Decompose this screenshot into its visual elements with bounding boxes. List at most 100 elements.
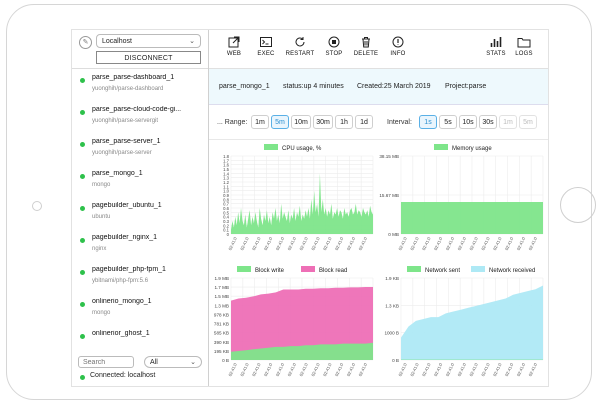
y-tick-label: 1.6 — [223, 163, 229, 168]
range-option-1h[interactable]: 1h — [335, 115, 353, 129]
series-area — [401, 285, 543, 360]
y-tick-label: 1.9 KB — [385, 276, 399, 281]
block-io-chart: Block write Block read 1.9 MB 1.7 MB 1.5 MB 1… — [214, 266, 374, 377]
x-tick-label: 02:41:0 — [251, 236, 262, 251]
legend-label: Block read — [319, 268, 347, 274]
terminal-icon — [260, 37, 272, 47]
range-label: ... Range: — [217, 119, 248, 126]
disconnect-button[interactable]: DISCONNECT — [96, 51, 201, 64]
sidebar-header: ✎ Localhost ⌄ DISCONNECT — [72, 30, 208, 69]
app-window: ✎ Localhost ⌄ DISCONNECT parse_parse-das… — [71, 29, 549, 387]
list-item[interactable]: parse_parse-cloud-code-gi... yuonghih/pa… — [72, 102, 208, 132]
range-option-1d[interactable]: 1d — [355, 115, 373, 129]
exec-label: EXEC — [257, 51, 275, 57]
x-tick-label: 02:41:0 — [504, 236, 515, 251]
interval-option-1m: 1m — [499, 115, 517, 129]
cpu-usage-chart: CPU usage, %1.81.71.61.51.41.31.21.11.00… — [223, 144, 374, 251]
y-tick-label: 1.0 — [223, 189, 229, 194]
list-item[interactable]: pagebuilder_nginx_1 nginx — [72, 230, 208, 260]
container-image: nginx — [92, 246, 107, 252]
range-option-5m[interactable]: 5m — [271, 115, 289, 129]
stats-button[interactable]: STATS — [481, 34, 511, 66]
range-option-30m[interactable]: 30m — [313, 115, 333, 129]
interval-option-1s[interactable]: 1s — [419, 115, 437, 129]
list-item[interactable]: onlinerio_mongo_1 mongo — [72, 294, 208, 324]
container-image: ybitnami/php-fpm:5.6 — [92, 278, 149, 284]
sidebar-footer: All ⌄ Connected: localhost — [72, 354, 208, 386]
info-project: Project:parse — [445, 83, 487, 90]
y-tick-label: 195 KB — [214, 349, 229, 354]
x-tick-label: 02:41:0 — [480, 236, 491, 251]
range-option-10m[interactable]: 10m — [291, 115, 311, 129]
list-item[interactable]: onlinerior_ghost_1 — [72, 326, 208, 354]
x-tick-label: 02:41:0 — [445, 362, 456, 377]
y-tick-label: 0 MB — [388, 232, 399, 237]
restart-button[interactable]: RESTART — [285, 34, 315, 66]
x-tick-label: 02:41:0 — [421, 362, 432, 377]
y-tick-label: 0 — [227, 232, 230, 237]
search-input[interactable] — [78, 356, 134, 368]
y-tick-label: 585 KB — [214, 331, 229, 336]
web-button[interactable]: WEB — [219, 34, 249, 66]
y-tick-label: 0.6 — [223, 206, 229, 211]
x-tick-label: 02:41:0 — [263, 236, 274, 251]
interval-option-5s[interactable]: 5s — [439, 115, 457, 129]
filter-select-value: All — [150, 359, 158, 366]
logs-label: LOGS — [515, 51, 533, 57]
x-tick-label: 02:41:0 — [445, 236, 456, 251]
y-tick-label: 1.9 MB — [214, 276, 229, 281]
legend-swatch — [471, 266, 485, 272]
x-tick-label: 02:41:0 — [433, 236, 444, 251]
y-tick-label: 1.3 — [223, 176, 229, 181]
y-tick-label: 0.1 — [223, 228, 229, 233]
list-item[interactable]: pagebuilder_php-fpm_1 ybitnami/php-fpm:5… — [72, 262, 208, 292]
x-tick-label: 02:41:0 — [528, 236, 539, 251]
container-image: yuonghih/parse-dashboard — [92, 86, 164, 92]
range-option-1m[interactable]: 1m — [251, 115, 269, 129]
status-dot-icon — [80, 238, 85, 243]
y-tick-label: 15.67 MB — [379, 193, 399, 198]
x-tick-label: 02:41:0 — [421, 236, 432, 251]
legend-swatch — [407, 266, 421, 272]
interval-option-10s[interactable]: 10s — [459, 115, 477, 129]
x-tick-label: 02:41:0 — [251, 362, 262, 377]
home-button[interactable] — [560, 187, 596, 223]
container-info-bar: parse_mongo_1 status:up 4 minutes Create… — [209, 69, 548, 105]
list-item[interactable]: parse_parse-server_1 yuonghih/parse-serv… — [72, 134, 208, 164]
x-tick-label: 02:41:0 — [263, 362, 274, 377]
x-tick-label: 02:41:0 — [504, 362, 515, 377]
series-area — [231, 173, 373, 234]
x-tick-label: 02:41:0 — [346, 236, 357, 251]
connection-dot-icon — [80, 375, 85, 380]
logs-button[interactable]: LOGS — [509, 34, 539, 66]
filter-select[interactable]: All ⌄ — [144, 356, 202, 368]
legend-swatch — [434, 144, 448, 150]
y-tick-label: 978 KB — [214, 312, 229, 317]
exec-button[interactable]: EXEC — [251, 34, 281, 66]
x-tick-label: 02:41:0 — [492, 236, 503, 251]
edit-icon[interactable]: ✎ — [79, 36, 92, 49]
x-tick-label: 02:41:0 — [468, 236, 479, 251]
container-name: parse_parse-dashboard_1 — [92, 74, 175, 81]
stop-button[interactable]: STOP — [319, 34, 349, 66]
y-tick-label: 0 B — [222, 358, 229, 363]
interval-option-5m: 5m — [519, 115, 537, 129]
delete-button[interactable]: DELETE — [351, 34, 381, 66]
list-item[interactable]: parse_parse-dashboard_1 yuonghih/parse-d… — [72, 70, 208, 100]
info-button[interactable]: INFO — [383, 34, 413, 66]
x-tick-label: 02:41:0 — [358, 236, 369, 251]
container-name: parse_parse-cloud-code-gi... — [92, 106, 182, 113]
container-image: ubuntu — [92, 214, 111, 220]
y-tick-label: 0.8 — [223, 197, 229, 202]
list-item[interactable]: parse_mongo_1 mongo — [72, 166, 208, 196]
y-tick-label: 1.7 — [223, 158, 229, 163]
web-label: WEB — [226, 51, 242, 57]
status-dot-icon — [80, 206, 85, 211]
info-name: parse_mongo_1 — [219, 83, 270, 90]
list-item[interactable]: pagebuilder_ubuntu_1 ubuntu — [72, 198, 208, 228]
host-select[interactable]: Localhost ⌄ — [96, 34, 201, 48]
x-tick-label: 02:41:0 — [516, 236, 527, 251]
x-tick-label: 02:41:0 — [298, 236, 309, 251]
status-dot-icon — [80, 302, 85, 307]
interval-option-30s[interactable]: 30s — [479, 115, 497, 129]
